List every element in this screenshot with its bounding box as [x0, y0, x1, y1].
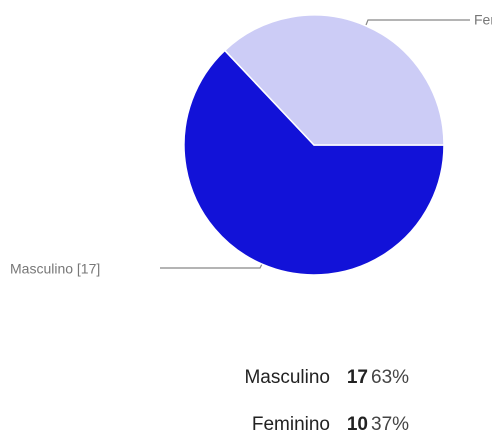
leader-line [365, 19, 470, 26]
slice-label: Masculino [17] [10, 261, 100, 277]
legend-name: Masculino [244, 367, 330, 388]
slice-label: Feminino [10] [474, 12, 492, 28]
legend-percent: 63% [371, 367, 409, 388]
leader-line [160, 263, 263, 269]
legend-percent: 37% [371, 414, 409, 435]
legend-count: 17 [347, 367, 368, 388]
pie-slice [223, 14, 445, 146]
pie-slice [183, 49, 445, 276]
legend-name: Feminino [252, 414, 330, 435]
legend-count: 10 [347, 414, 368, 435]
